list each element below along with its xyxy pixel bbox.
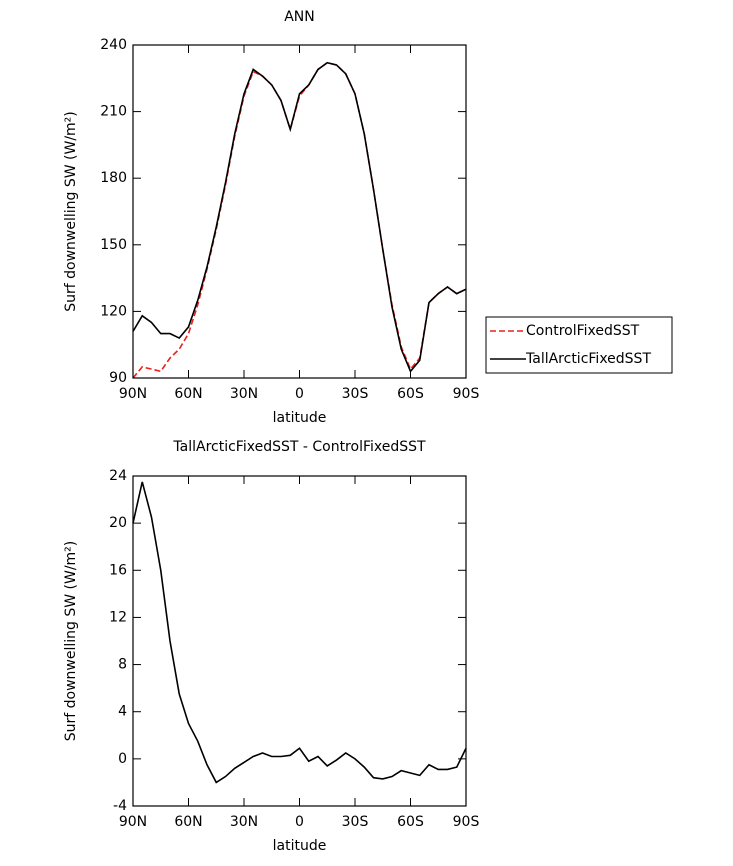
y-tick-label: -4 [113, 798, 127, 814]
y-axis-label: Surf downwelling SW (W/m²) [63, 111, 79, 312]
y-tick-label: 4 [118, 704, 127, 720]
chart-title: TallArcticFixedSST - ControlFixedSST [172, 439, 426, 455]
x-tick-label: 60S [397, 386, 424, 402]
y-tick-label: 180 [100, 170, 127, 186]
y-tick-label: 150 [100, 237, 127, 253]
y-tick-label: 210 [100, 104, 127, 120]
y-axis-label: Surf downwelling SW (W/m²) [63, 541, 79, 742]
plot-frame [132, 475, 467, 807]
x-axis-label: latitude [273, 410, 327, 426]
y-tick-label: 20 [109, 515, 127, 531]
chart-title: ANN [284, 9, 315, 25]
x-tick-label: 90S [453, 386, 480, 402]
data-line [132, 61, 467, 373]
x-tick-label: 90S [453, 814, 480, 830]
x-tick-label: 60S [397, 814, 424, 830]
plot-frame [132, 44, 467, 379]
x-tick-label: 60N [174, 386, 202, 402]
y-tick-label: 120 [100, 303, 127, 319]
x-tick-label: 30S [342, 814, 369, 830]
y-tick-label: 12 [109, 609, 127, 625]
x-tick-label: 0 [295, 386, 304, 402]
legend-label: TallArcticFixedSST [525, 351, 651, 367]
x-tick-label: 30N [230, 386, 258, 402]
x-tick-label: 30N [230, 814, 258, 830]
legend-label: ControlFixedSST [526, 323, 640, 339]
y-tick-label: 8 [118, 657, 127, 673]
y-tick-label: 0 [118, 751, 127, 767]
y-tick-label: 90 [109, 370, 127, 386]
x-axis-label: latitude [273, 838, 327, 854]
data-line [132, 481, 467, 784]
legend-box [485, 316, 673, 374]
x-tick-label: 30S [342, 386, 369, 402]
y-tick-label: 16 [109, 562, 127, 578]
x-tick-label: 90N [119, 386, 147, 402]
y-tick-label: 240 [100, 37, 127, 53]
x-tick-label: 60N [174, 814, 202, 830]
y-tick-label: 24 [109, 468, 127, 484]
x-tick-label: 0 [295, 814, 304, 830]
data-line [132, 61, 467, 379]
x-tick-label: 90N [119, 814, 147, 830]
